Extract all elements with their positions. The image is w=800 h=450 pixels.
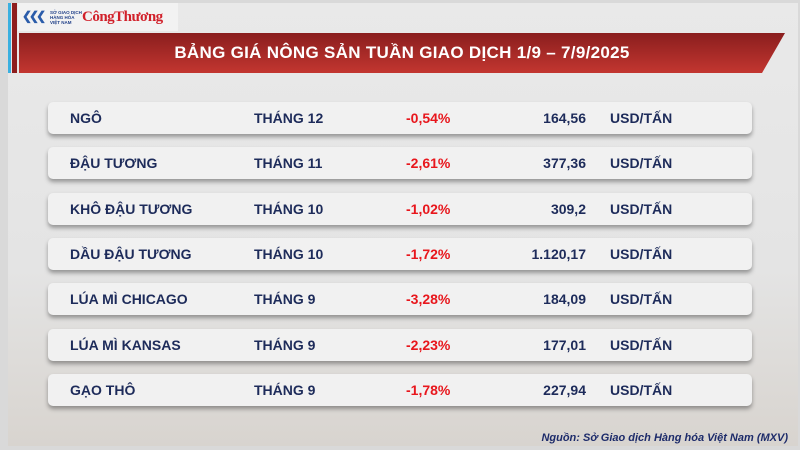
price-value: 164,56	[543, 110, 586, 126]
price-value: 227,94	[543, 381, 586, 398]
price-row: LÚA MÌ KANSAS THÁNG 9 -2,23% 177,01 USD/TẤN	[48, 328, 752, 361]
price-value: 177,01	[543, 336, 586, 353]
price-change: -1,78%	[406, 381, 451, 398]
mxv-logo-text: SỞ GIAO DỊCH HÀNG HÓA VIỆT NAM	[50, 9, 82, 25]
commodity-name: LÚA MÌ CHICAGO	[70, 291, 188, 308]
title-banner: BẢNG GIÁ NÔNG SẢN TUẦN GIAO DỊCH 1/9 – 7…	[19, 33, 785, 73]
price-value: 377,36	[543, 155, 586, 172]
commodity-name: NGÔ	[70, 110, 102, 126]
price-value: 1.120,17	[531, 245, 587, 262]
price-row: GẠO THÔ THÁNG 9 -1,78% 227,94 USD/TẤN	[48, 373, 752, 406]
contract-month: THÁNG 9	[254, 381, 316, 398]
price-row: LÚA MÌ CHICAGO THÁNG 9 -3,28% 184,09 USD/TẤN	[48, 283, 752, 316]
contract-month: THÁNG 10	[254, 200, 324, 217]
price-unit: USD/TẤN	[610, 200, 673, 217]
congthuong-logo: CôngThương	[82, 8, 163, 25]
commodity-name: LÚA MÌ KANSAS	[70, 336, 181, 353]
contract-month: THÁNG 11	[254, 155, 323, 172]
contract-month: THÁNG 10	[254, 245, 324, 262]
price-value: 309,2	[550, 200, 586, 217]
accent-bar-blue	[8, 3, 11, 73]
source-note: Nguồn: Sở Giao dịch Hàng hóa Việt Nam (M…	[541, 432, 788, 444]
price-value: 184,09	[543, 291, 586, 308]
logo-area: ❮❮❮ SỞ GIAO DỊCH HÀNG HÓA VIỆT NAM CôngT…	[18, 3, 178, 31]
page-title: BẢNG GIÁ NÔNG SẢN TUẦN GIAO DỊCH 1/9 – 7…	[174, 43, 630, 62]
price-change: -3,28%	[406, 291, 451, 308]
price-change: -1,72%	[406, 245, 451, 262]
price-row: ĐẬU TƯƠNG THÁNG 11 -2,61% 377,36 USD/TẤN	[48, 147, 752, 180]
price-unit: USD/TẤN	[610, 381, 673, 398]
price-row: DẦU ĐẬU TƯƠNG THÁNG 10 -1,72% 1.120,17 USD/T…	[48, 237, 752, 270]
commodity-name: ĐẬU TƯƠNG	[70, 155, 158, 172]
commodity-name: DẦU ĐẬU TƯƠNG	[70, 245, 192, 262]
price-unit: USD/TẤN	[610, 245, 673, 262]
mxv-logo-icon: ❮❮❮	[22, 9, 46, 23]
price-unit: USD/TẤN	[610, 110, 673, 126]
price-unit: USD/TẤN	[610, 155, 673, 172]
price-row: NGÔ THÁNG 12 -0,54% 164,56 USD/TẤN	[48, 102, 752, 134]
price-change: -2,61%	[406, 155, 451, 172]
price-change: -0,54%	[406, 110, 451, 126]
contract-month: THÁNG 9	[254, 291, 316, 308]
contract-month: THÁNG 12	[254, 110, 324, 126]
commodity-name: KHÔ ĐẬU TƯƠNG	[70, 200, 193, 217]
contract-month: THÁNG 9	[254, 336, 316, 353]
commodity-name: GẠO THÔ	[70, 381, 136, 398]
price-change: -1,02%	[406, 200, 451, 217]
price-change: -2,23%	[406, 336, 451, 353]
accent-bar-red	[12, 3, 17, 73]
price-row: KHÔ ĐẬU TƯƠNG THÁNG 10 -1,02% 309,2 USD/TẤN	[48, 192, 752, 225]
price-unit: USD/TẤN	[610, 291, 673, 308]
price-unit: USD/TẤN	[610, 336, 673, 353]
